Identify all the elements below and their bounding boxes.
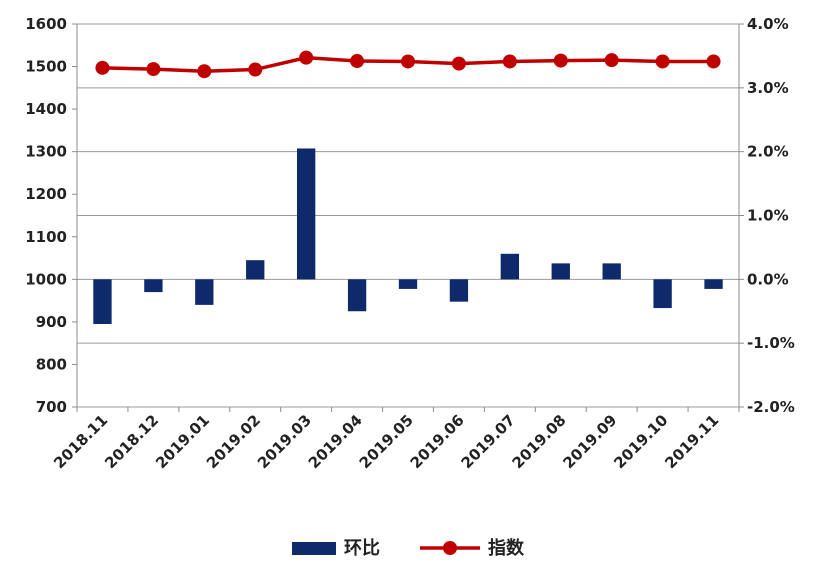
bar [398,279,418,289]
x-tick-label: 2019.04 [305,411,366,472]
bar [500,253,520,280]
bar-series [93,148,723,325]
line-point [655,54,670,69]
y-left-tick-label: 1300 [25,143,67,161]
bar [602,263,621,280]
y-left-tick-label: 1100 [25,228,67,246]
line-series [95,50,721,79]
line-point [95,60,110,75]
y-right-tick-label: 1.0% [747,207,789,225]
axes: 700 800 900 1000 1100 1200 1300 1400 1500 1600 -2.… [25,15,795,472]
line-point [248,62,263,77]
line-point [299,50,314,65]
bar [195,279,214,305]
y-left-tick-label: 1600 [25,15,67,33]
legend-bar-label: 环比 [344,538,380,559]
bar [449,279,469,302]
legend: 环比 指数 [292,537,525,559]
y-right-tick-label: 4.0% [747,15,789,33]
bar [551,263,570,280]
x-tick-label: 2019.08 [509,411,570,472]
bar [144,279,163,293]
y-right-tick-label: -1.0% [747,334,795,352]
y-right-tick-label: 3.0% [747,79,789,97]
x-tick-label: 2019.01 [152,411,213,472]
y-left-tick-label: 1400 [25,100,67,118]
x-tick-label: 2018.12 [101,411,162,472]
bar [246,260,265,280]
y-right-tick-label: 2.0% [747,143,789,161]
y-right-tick-label: 0.0% [747,270,789,288]
x-tick-label: 2018.11 [50,411,111,472]
legend-line-label: 指数 [488,537,525,559]
y-left-tick-label: 900 [36,313,67,331]
y-left-tick-label: 1000 [25,270,67,288]
x-tick-label: 2019.07 [458,411,519,472]
line-point [553,53,568,68]
bar [347,279,367,312]
line-point [146,62,161,77]
legend-line-marker [443,541,457,555]
line-point [350,54,365,69]
x-tick-label: 2019.05 [356,411,417,472]
y-left-tick-label: 700 [36,398,67,416]
x-tick-label: 2019.06 [407,411,468,472]
y-left-tick-label: 1500 [25,58,67,76]
bar [704,279,723,289]
bar [296,148,316,280]
y-right-tick-label: -2.0% [747,398,795,416]
line-point [706,54,721,69]
line-point [604,53,619,68]
x-tick-label: 2019.10 [610,411,671,472]
y-left-tick-label: 1200 [25,185,67,203]
bar [653,279,672,309]
gridlines [77,23,739,408]
line-point [502,54,517,69]
x-tick-label: 2019.02 [203,411,264,472]
x-tick-label: 2019.11 [661,411,722,472]
legend-bar-swatch [292,542,336,555]
line-point [401,54,415,69]
line-point [451,56,466,71]
y-left-tick-label: 800 [36,355,67,373]
x-tick-label: 2019.03 [254,411,315,472]
x-tick-label: 2019.09 [559,411,620,472]
line-point [197,64,212,79]
bar [93,279,112,325]
